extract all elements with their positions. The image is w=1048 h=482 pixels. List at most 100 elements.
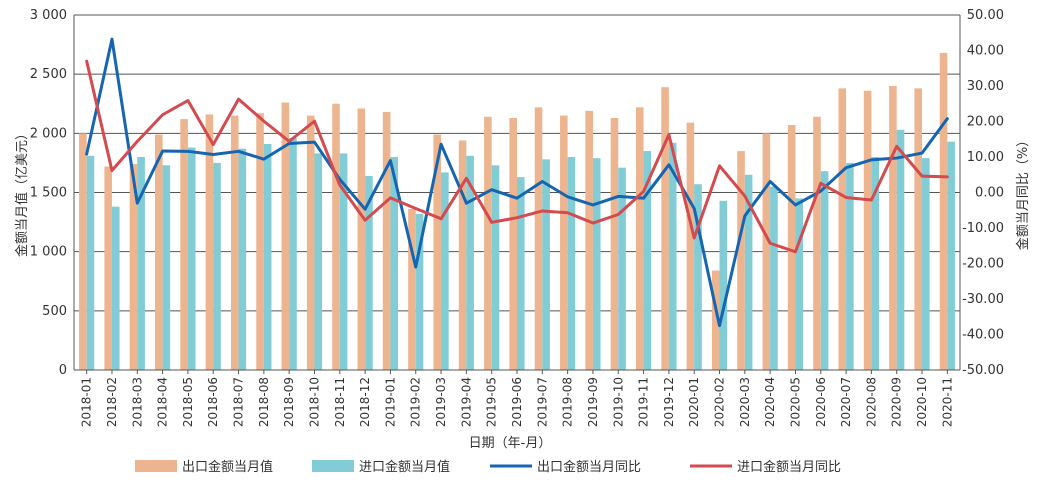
bar — [466, 155, 474, 370]
line-point — [896, 145, 898, 147]
bar — [491, 165, 500, 370]
x-tick-label: 2019-03 — [434, 377, 448, 427]
x-tick-label: 2018-03 — [130, 377, 144, 427]
bar — [129, 164, 138, 370]
line-point — [794, 204, 797, 206]
y-right-tick-label: 20.00 — [967, 115, 1004, 130]
bar — [365, 175, 373, 370]
line-point — [516, 197, 518, 199]
y-right-tick-label: -50.00 — [962, 363, 1004, 378]
x-tick-label: 2019-05 — [485, 377, 499, 427]
x-tick-label: 2019-01 — [383, 377, 397, 427]
bar — [813, 116, 821, 371]
line-point — [668, 164, 670, 166]
bar — [155, 134, 163, 370]
bar — [79, 133, 87, 370]
x-tick-label: 2018-12 — [358, 377, 372, 427]
bar — [618, 167, 626, 370]
bar — [517, 177, 525, 370]
y-right-axis-title: 金额当月同比（%） — [1015, 134, 1031, 250]
y-left-ticks: 0 500 1 000 1 500 2 000 2 500 3 000 — [30, 8, 67, 378]
line-point — [111, 169, 113, 172]
bar — [635, 107, 644, 371]
x-tick-label: 2018-10 — [307, 377, 321, 427]
bar — [610, 117, 619, 370]
legend-label: 进口金额当月值 — [359, 459, 450, 475]
line-point — [921, 175, 923, 177]
x-tick-label: 2019-04 — [459, 377, 473, 427]
bar — [137, 157, 145, 370]
x-tick-label: 2020-02 — [713, 377, 727, 427]
line-point — [465, 202, 467, 204]
bar — [560, 115, 568, 370]
bar — [737, 151, 745, 370]
bar — [230, 115, 239, 370]
y-right-tick-label: -20.00 — [962, 257, 1004, 272]
line-point — [769, 180, 771, 183]
bar — [922, 158, 930, 370]
bar — [744, 174, 753, 370]
bar — [686, 122, 695, 371]
bar — [441, 172, 449, 370]
y-right-tick-label: 0.00 — [975, 186, 1004, 201]
line-point — [744, 195, 746, 197]
line-point — [693, 237, 695, 239]
bar — [643, 151, 652, 370]
bar — [947, 141, 955, 370]
x-tick-label: 2020-03 — [738, 377, 752, 427]
line-point — [136, 202, 138, 204]
y-left-tick-label: 2 000 — [30, 126, 67, 141]
x-tick-label: 2020-08 — [864, 377, 878, 427]
line-point — [212, 143, 214, 146]
y-left-axis-title: 金额当月值（亿美元） — [14, 127, 30, 257]
bar — [357, 108, 366, 370]
lines — [85, 37, 949, 328]
x-tick-label: 2019-10 — [611, 377, 625, 427]
bar — [795, 198, 804, 370]
bar — [458, 140, 467, 370]
y-left-tick-label: 0 — [59, 363, 67, 378]
bar — [939, 52, 948, 371]
bar — [256, 113, 264, 370]
x-tick-label: 2020-07 — [839, 377, 853, 427]
bar — [863, 90, 872, 370]
x-tick-label: 2020-06 — [814, 377, 828, 427]
line-point — [339, 178, 341, 180]
line-point — [491, 189, 493, 191]
x-tick-label: 2020-09 — [890, 377, 904, 427]
x-tick-label: 2018-05 — [181, 377, 195, 427]
line-point — [415, 207, 417, 210]
y-left-tick-label: 2 500 — [30, 67, 67, 82]
line-point — [567, 212, 569, 214]
x-tick-label: 2018-04 — [156, 377, 170, 427]
line-point — [313, 120, 316, 122]
line-point — [187, 99, 189, 102]
bar — [509, 117, 517, 370]
bar — [914, 88, 923, 371]
line-point — [592, 204, 594, 206]
line-point — [288, 142, 290, 145]
bar — [111, 206, 120, 370]
bar — [762, 133, 771, 370]
legend-label: 进口金额当月同比 — [737, 459, 841, 475]
y-right-tick-label: -30.00 — [962, 292, 1004, 307]
bar — [104, 166, 112, 370]
line-point — [718, 325, 721, 327]
y-right-tick-label: 10.00 — [967, 150, 1004, 165]
bar — [332, 103, 340, 370]
legend: 出口金额当月值 进口金额当月值 出口金额当月同比 进口金额当月同比 — [135, 459, 841, 475]
x-tick-label: 2018-08 — [257, 377, 271, 427]
bars — [79, 52, 955, 371]
x-tick-label: 2019-08 — [561, 377, 575, 427]
line-point — [313, 141, 316, 143]
line-point — [921, 152, 923, 154]
line-point — [744, 215, 746, 217]
x-tick-label: 2020-05 — [788, 377, 802, 427]
y-right-tick-label: -40.00 — [962, 328, 1004, 343]
bar — [314, 153, 323, 370]
x-tick-label: 2018-06 — [206, 377, 220, 427]
bar — [484, 116, 492, 371]
line-point — [794, 251, 797, 253]
line-point — [541, 210, 543, 212]
line-point — [946, 118, 948, 120]
